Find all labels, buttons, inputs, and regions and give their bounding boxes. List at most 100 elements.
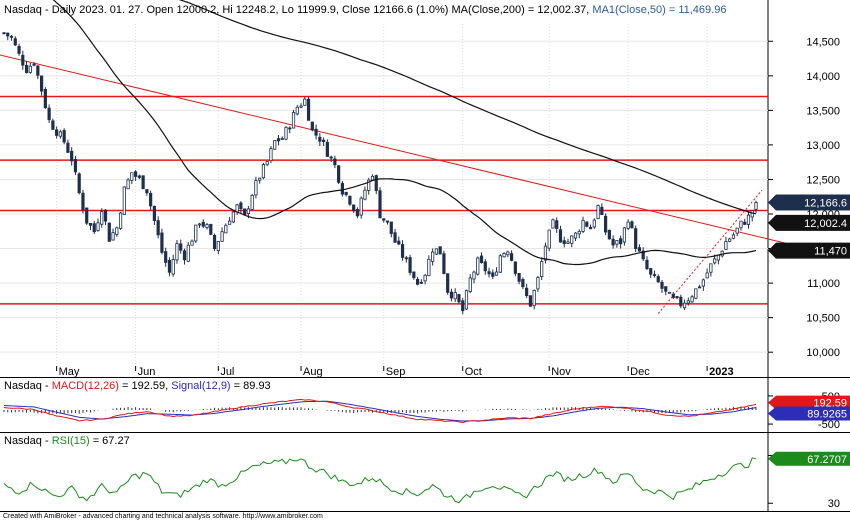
candle-body (634, 228, 638, 249)
price-trendlines (0, 54, 791, 314)
candle-body (17, 45, 21, 54)
candle-body (622, 227, 627, 243)
signal-value-box-label: 89.9265 (807, 408, 847, 420)
candle-body (179, 243, 183, 251)
candle-body (250, 195, 254, 210)
price-tick-label: 14,000 (806, 71, 840, 83)
candle-body (547, 229, 551, 249)
candle-body (682, 302, 687, 309)
candle-body (58, 131, 63, 137)
date-tick-label: Jul (220, 366, 234, 378)
candle-body (156, 220, 160, 236)
candle-body (243, 208, 247, 215)
last-close-box: 12,166.6 (768, 194, 850, 211)
candle-body (540, 261, 544, 277)
candle-body (412, 271, 416, 279)
candle-body (476, 257, 480, 275)
signal-value: = 89.93 (234, 380, 271, 392)
candle-body (615, 240, 619, 245)
candle-body (367, 179, 371, 191)
price-candles (2, 32, 758, 315)
candle-body (299, 105, 303, 108)
footer-credit: Created with AmiBroker - advanced charti… (3, 513, 323, 520)
candle-body (149, 192, 153, 207)
candle-body (739, 220, 743, 229)
price-tick-label: 11,000 (807, 278, 840, 290)
candle-body (656, 276, 660, 283)
candle-body (175, 243, 179, 261)
candle-body (321, 139, 326, 142)
macd-header: Nasdaq - MACD(12,26) = 192.59, Signal(12… (4, 380, 271, 392)
candle-body (660, 281, 664, 289)
candle-body (713, 258, 717, 264)
candle-body (581, 219, 585, 232)
date-axis: May Jun Jul Aug Sep Oct Nov Dec 2023 (56, 366, 734, 378)
candle-body (51, 120, 55, 130)
candle-body (592, 219, 596, 228)
candle-body (96, 222, 100, 231)
candle-body (607, 229, 611, 240)
candle-body (667, 291, 672, 294)
candle-body (743, 221, 747, 225)
candle-body (427, 258, 431, 277)
candle-body (498, 255, 502, 273)
candle-body (453, 292, 457, 300)
candle-body (246, 208, 250, 214)
candle-body (9, 35, 14, 38)
candle-body (160, 232, 164, 253)
candle-body (220, 231, 224, 242)
candle-body (118, 212, 123, 229)
candle-body (28, 65, 32, 73)
candle-body (6, 32, 10, 37)
candle-body (344, 191, 348, 196)
candle-body (735, 227, 739, 234)
last-close-box-label: 12,166.6 (804, 197, 847, 209)
candle-body (509, 253, 514, 261)
rsi-name: RSI(15) (52, 435, 90, 447)
candle-body (558, 229, 563, 243)
ma200-value-box: 12,002.4 (768, 214, 850, 231)
date-tick-label: May (59, 366, 80, 378)
candle-body (551, 219, 555, 229)
candle-body (532, 290, 536, 307)
candle-body (679, 296, 683, 307)
date-tick-label: 2023 (709, 366, 733, 378)
candle-body (62, 130, 66, 143)
candle-body (521, 279, 525, 288)
candle-body (55, 129, 59, 136)
candle-body (664, 286, 668, 292)
candle-body (359, 197, 363, 216)
candle-body (600, 206, 604, 216)
header-ma200: MA(Close,200) = 12,002.37, (451, 4, 589, 16)
ma50-line (52, 0, 757, 266)
candle-body (314, 128, 318, 136)
candle-body (619, 238, 623, 245)
macd-value: = 192.59, (122, 380, 168, 392)
rsi-value-box: 67.2707 (768, 451, 850, 466)
candle-body (468, 277, 472, 292)
header-ma50: MA1(Close,50) = 11,469.96 (592, 4, 726, 16)
candle-body (209, 223, 213, 235)
candle-body (400, 244, 405, 258)
candle-body (291, 112, 296, 129)
candle-body (122, 186, 126, 215)
candle-body (525, 287, 529, 297)
candle-body (716, 254, 721, 261)
candle-body (585, 221, 589, 227)
candle-body (528, 295, 533, 307)
signal-name: Signal(12,9) (171, 380, 230, 392)
candle-body (611, 238, 615, 246)
candle-body (212, 235, 217, 250)
rsi-header: Nasdaq - RSI(15) = 67.27 (4, 435, 130, 447)
candle-body (43, 89, 47, 109)
candle-body (517, 272, 521, 282)
signal-line (3, 400, 757, 422)
candle-body (115, 227, 119, 235)
header-symbol: Nasdaq (4, 4, 42, 16)
candle-body (92, 223, 96, 233)
candle-body (750, 210, 754, 218)
candle-body (754, 202, 758, 210)
candle-body (337, 165, 341, 183)
